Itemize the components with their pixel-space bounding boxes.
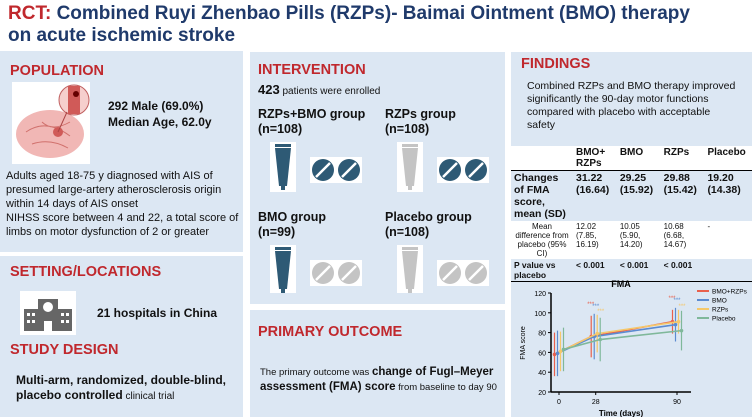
group-n: (n=108) bbox=[385, 225, 430, 239]
locations-text: 21 hospitals in China bbox=[97, 306, 218, 320]
table-row: Mean difference from placebo (95% CI) 12.… bbox=[511, 221, 752, 259]
group-n: (n=99) bbox=[258, 225, 296, 239]
legend-label: Placebo bbox=[712, 316, 736, 323]
data-point bbox=[676, 319, 681, 324]
outcome-text: The primary outcome was change of Fugl–M… bbox=[260, 366, 497, 393]
results-table: BMO+ RZPs BMO RZPs Placebo Changes of FM… bbox=[511, 146, 752, 282]
y-tick-label: 40 bbox=[538, 370, 546, 377]
population-heading: POPULATION bbox=[10, 63, 104, 79]
y-tick-label: 100 bbox=[534, 311, 546, 318]
x-tick-label: 28 bbox=[592, 399, 600, 406]
significance-marker: *** bbox=[679, 304, 687, 310]
y-axis-label: FMA score bbox=[520, 326, 527, 360]
data-point bbox=[558, 349, 563, 354]
brain-icon bbox=[12, 82, 90, 164]
fma-chart: FMA 20 40 60 80 100 120 0 28 90 Time (days) FMA sco… bbox=[520, 279, 748, 417]
significance-marker: *** bbox=[587, 302, 595, 308]
ointment-tube-icon bbox=[397, 245, 423, 293]
group-name: RZPs group bbox=[385, 107, 456, 121]
population-panel: POPULATION 292 Male (69.0%) Median Age, … bbox=[0, 51, 243, 252]
significance-marker: *** bbox=[592, 304, 600, 310]
setting-panel: SETTING/LOCATIONS 21 hospitals in China … bbox=[0, 256, 243, 417]
design-heading: STUDY DESIGN bbox=[10, 342, 119, 358]
inclusion-criteria: Adults aged 18-75 y diagnosed with AIS o… bbox=[6, 170, 239, 238]
x-axis-label: Time (days) bbox=[599, 409, 644, 417]
outcome-heading: PRIMARY OUTCOME bbox=[258, 324, 403, 340]
x-tick-label: 90 bbox=[673, 399, 681, 406]
data-point bbox=[555, 351, 560, 356]
findings-summary: Combined RZPs and BMO therapy improved s… bbox=[527, 80, 736, 131]
findings-panel: FINDINGS Combined RZPs and BMO therapy i… bbox=[511, 52, 752, 417]
significance-marker: *** bbox=[597, 309, 605, 315]
enrollment-text: 423 patients were enrolled bbox=[258, 82, 381, 97]
y-tick-label: 120 bbox=[534, 291, 546, 298]
data-point bbox=[561, 347, 566, 352]
page-title: RCT: Combined Ruyi Zhenbao Pills (RZPs)-… bbox=[8, 3, 690, 46]
outcome-panel: PRIMARY OUTCOME The primary outcome was … bbox=[250, 310, 505, 417]
age-stat: Median Age, 62.0y bbox=[108, 115, 212, 129]
group-n: (n=108) bbox=[258, 122, 303, 136]
design-text: Multi-arm, randomized, double-blind, pla… bbox=[16, 373, 226, 402]
ointment-tube-icon bbox=[270, 245, 296, 293]
series-line-Placebo bbox=[563, 329, 682, 351]
ointment-tube-icon bbox=[397, 142, 423, 192]
intervention-panel: INTERVENTION 423 patients were enrolled … bbox=[250, 52, 505, 304]
legend-label: BMO+RZPs bbox=[712, 289, 748, 296]
pills-icon bbox=[437, 157, 489, 183]
series-line-BMO bbox=[557, 323, 676, 355]
data-point bbox=[595, 331, 600, 336]
data-point bbox=[679, 328, 684, 333]
male-stat: 292 Male (69.0%) bbox=[108, 99, 204, 113]
group-name: BMO group bbox=[258, 210, 327, 224]
pills-icon bbox=[437, 260, 489, 286]
hospital-icon bbox=[20, 291, 76, 335]
legend-label: RZPs bbox=[712, 307, 729, 314]
y-tick-label: 60 bbox=[538, 350, 546, 357]
significance-marker: *** bbox=[669, 296, 677, 302]
setting-heading: SETTING/LOCATIONS bbox=[10, 264, 162, 280]
legend-label: BMO bbox=[712, 298, 727, 305]
y-tick-label: 80 bbox=[538, 331, 546, 338]
x-tick-label: 0 bbox=[557, 399, 561, 406]
pills-icon bbox=[310, 260, 362, 286]
group-n: (n=108) bbox=[385, 122, 430, 136]
chart-title: FMA bbox=[611, 279, 631, 289]
group-name: Placebo group bbox=[385, 210, 472, 224]
findings-heading: FINDINGS bbox=[521, 56, 591, 72]
group-name: RZPs+BMO group bbox=[258, 107, 366, 121]
y-tick-label: 20 bbox=[538, 390, 546, 397]
significance-marker: *** bbox=[674, 298, 682, 304]
data-point bbox=[673, 322, 678, 327]
ointment-tube-icon bbox=[270, 142, 296, 192]
data-point bbox=[552, 352, 557, 357]
data-point bbox=[598, 337, 603, 342]
intervention-heading: INTERVENTION bbox=[258, 62, 366, 78]
table-row: Changes of FMA score, mean (SD) 31.22 (16… bbox=[511, 170, 752, 222]
table-row: P value vs placebo < 0.001 < 0.001 < 0.001 bbox=[511, 259, 752, 282]
pills-icon bbox=[310, 157, 362, 183]
table-header: BMO+ RZPs BMO RZPs Placebo bbox=[511, 146, 752, 171]
